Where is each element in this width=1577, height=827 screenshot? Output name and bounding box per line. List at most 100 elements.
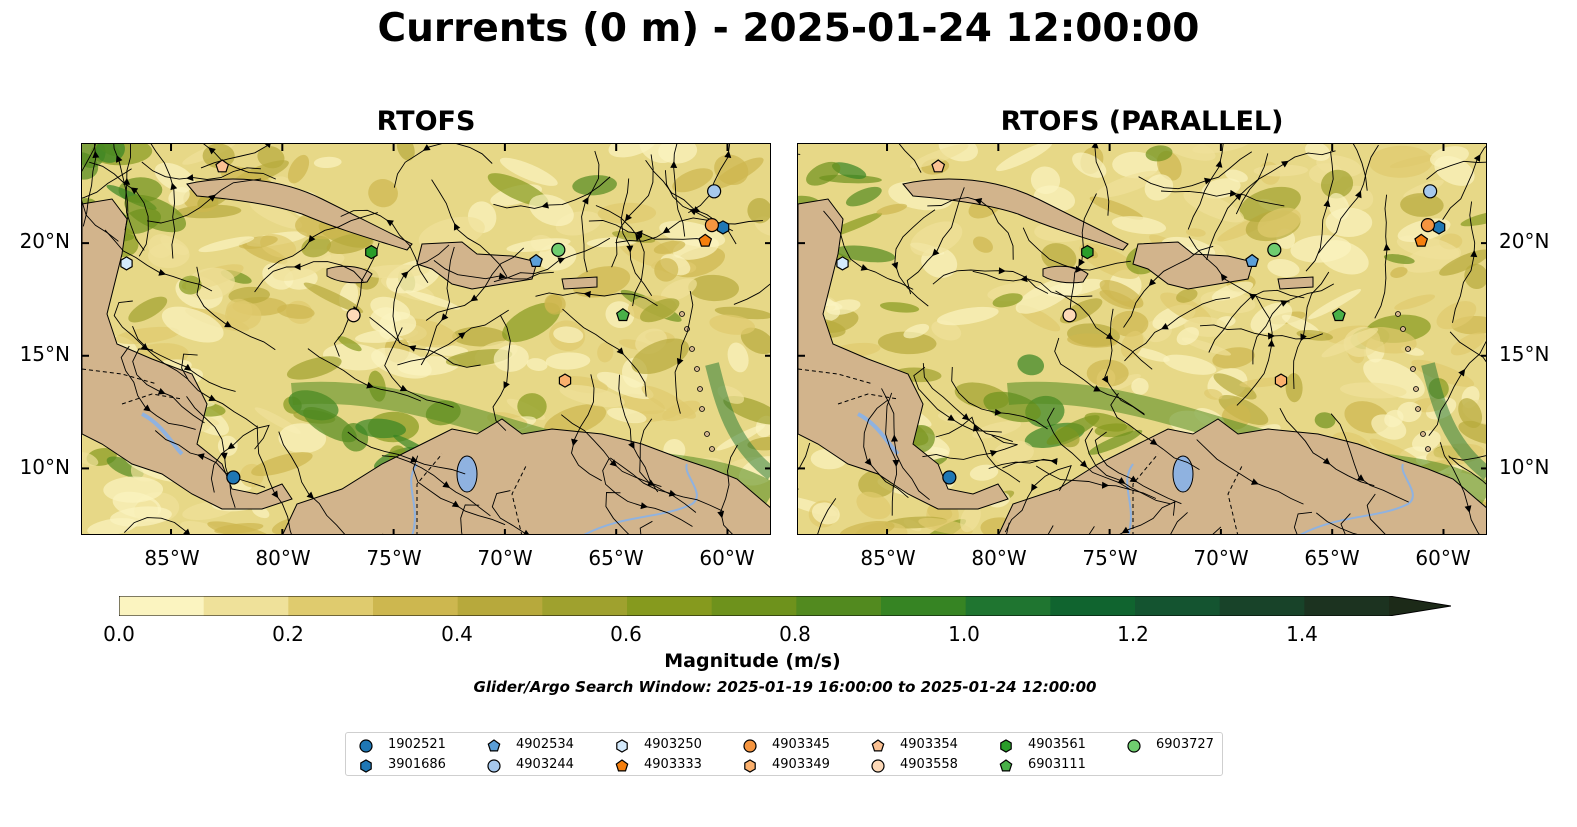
- legend-marker-icon: [1127, 739, 1141, 753]
- streamline-arrow: [186, 174, 194, 182]
- streamline-arrow: [1031, 483, 1038, 492]
- float-marker-3901686[interactable]: [1432, 220, 1446, 235]
- float-markers: [120, 159, 730, 485]
- legend-label: 3901686: [388, 757, 446, 772]
- float-marker-4903558[interactable]: [346, 308, 361, 323]
- streamline-arrow: [220, 452, 228, 460]
- streamline-arrow: [717, 510, 725, 519]
- float-marker-1902521[interactable]: [942, 470, 957, 485]
- streamline-arrow: [123, 177, 131, 185]
- streamline-arrow: [498, 272, 507, 280]
- float-marker-4903561[interactable]: [1081, 244, 1094, 260]
- float-marker-4903244[interactable]: [707, 184, 722, 199]
- streamline-arrow: [891, 434, 898, 442]
- streamline-arrow: [470, 294, 479, 302]
- streamline-arrow: [640, 502, 648, 510]
- streamline-arrow: [1091, 144, 1099, 149]
- map-panel-rtofs[interactable]: [81, 143, 771, 535]
- lon-label-80w-left: 80°W: [255, 546, 311, 570]
- colorbar-segment: [119, 596, 205, 616]
- streamline-arrow: [140, 343, 149, 351]
- float-marker-4903354[interactable]: [215, 159, 230, 173]
- lat-label-15n-right: 15°N: [1499, 342, 1550, 366]
- streamline-arrow: [503, 381, 510, 389]
- lon-label-60w-left: 60°W: [699, 546, 755, 570]
- streamline-arrow: [115, 154, 123, 163]
- streamline-arrow: [1383, 243, 1391, 251]
- streamline-arrow: [692, 206, 701, 213]
- float-marker-4903354[interactable]: [931, 159, 946, 173]
- float-marker-4903345[interactable]: [1420, 218, 1436, 233]
- float-marker-6903111[interactable]: [615, 307, 630, 322]
- float-marker-4903333[interactable]: [698, 233, 713, 247]
- streamline-arrow: [157, 387, 166, 395]
- float-marker-4903250[interactable]: [836, 256, 849, 271]
- streamline-arrow: [1129, 475, 1138, 483]
- streamline-arrow: [676, 357, 684, 366]
- streamline-arrow: [670, 160, 678, 169]
- streamline-arrow: [130, 187, 139, 195]
- float-marker-6903111[interactable]: [1331, 307, 1346, 322]
- float-marker-6903727[interactable]: [551, 242, 566, 257]
- streamline-arrow: [1204, 177, 1212, 185]
- streamline-arrow: [1356, 474, 1365, 482]
- lesser-antilles: [679, 311, 715, 452]
- lat-label-20n-right: 20°N: [1499, 229, 1550, 253]
- legend-label: 4903354: [900, 737, 958, 752]
- streamline-arrow: [628, 441, 635, 450]
- lat-label-20n-left: 20°N: [19, 229, 70, 253]
- map-rtofs-svg: [82, 144, 770, 534]
- map-rtofs-parallel-svg: [798, 144, 1486, 534]
- streamline-arrow: [1149, 438, 1158, 446]
- legend-marker-icon: [360, 759, 372, 773]
- colorbar-segment: [288, 596, 374, 616]
- colorbar-tick: 0.2: [272, 622, 304, 646]
- legend-label: 6903727: [1156, 737, 1214, 752]
- lat-label-10n-left: 10°N: [19, 455, 70, 479]
- legend-label: 4903244: [516, 757, 574, 772]
- float-markers: [836, 159, 1446, 485]
- float-marker-4903349[interactable]: [1274, 373, 1288, 388]
- streamline-arrow: [582, 196, 589, 205]
- streamline-arrow: [306, 491, 315, 499]
- map-panel-rtofs-parallel[interactable]: [797, 143, 1487, 535]
- streamline-arrow: [92, 150, 100, 159]
- float-marker-4903561[interactable]: [365, 244, 378, 260]
- streamline-arrow: [451, 500, 460, 508]
- colorbar-tick: 1.4: [1286, 622, 1318, 646]
- streamline-arrow: [724, 150, 732, 158]
- float-marker-4902534[interactable]: [529, 253, 543, 268]
- float-marker-4903349[interactable]: [558, 373, 572, 388]
- streamline-arrow: [961, 413, 970, 421]
- lon-label-65w-left: 65°W: [588, 546, 644, 570]
- float-marker-3901686[interactable]: [716, 220, 730, 235]
- streamline-arrow: [860, 264, 869, 271]
- streamline-arrow: [422, 144, 431, 151]
- streamline-arrow: [1280, 160, 1289, 168]
- streamline-arrow: [974, 198, 983, 205]
- streamline-arrow: [989, 449, 998, 457]
- streamline-arrow: [1079, 460, 1088, 468]
- streamline-arrow: [442, 481, 451, 489]
- colorbar-tick: 0.0: [103, 622, 135, 646]
- float-marker-4903250[interactable]: [120, 256, 133, 271]
- lon-label-70w-left: 70°W: [477, 546, 533, 570]
- streamline-arrow: [271, 490, 279, 499]
- colorbar-extend-arrow: [1389, 596, 1451, 616]
- streamline-arrow: [932, 248, 940, 257]
- float-marker-1902521[interactable]: [226, 470, 241, 485]
- colorbar-segment: [711, 596, 797, 616]
- float-marker-4903244[interactable]: [1423, 184, 1438, 199]
- streamline-arrow: [1464, 505, 1472, 513]
- legend-marker-icon: [615, 759, 629, 772]
- float-marker-4902534[interactable]: [1245, 253, 1259, 268]
- float-marker-4903333[interactable]: [1414, 233, 1429, 247]
- legend-marker-icon: [487, 759, 501, 773]
- float-marker-4903345[interactable]: [704, 218, 720, 233]
- lon-label-75w-left: 75°W: [366, 546, 422, 570]
- float-marker-6903727[interactable]: [1267, 242, 1282, 257]
- legend-label: 4903558: [900, 757, 958, 772]
- streamline-arrow: [1229, 189, 1238, 197]
- float-marker-4903558[interactable]: [1062, 308, 1077, 323]
- streamline-arrow: [541, 201, 549, 209]
